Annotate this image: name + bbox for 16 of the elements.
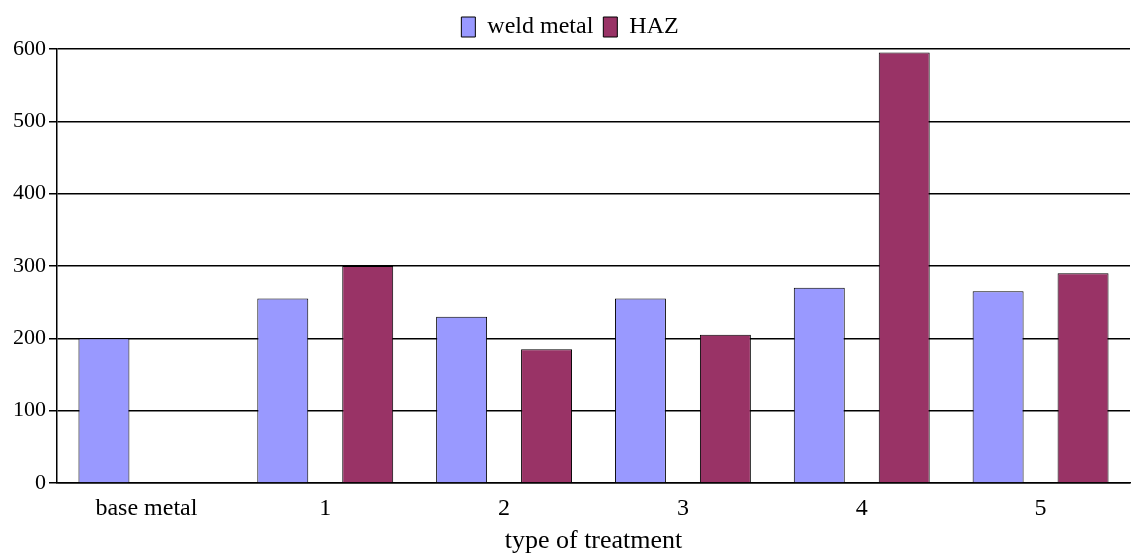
x-tick-label: 3 — [676, 493, 689, 520]
legend-label: HAZ — [629, 12, 679, 39]
x-tick-label: 5 — [1034, 493, 1047, 520]
y-tick-label: 600 — [13, 34, 46, 60]
legend-label: weld metal — [487, 12, 594, 39]
y-tick-label: 100 — [13, 396, 46, 422]
x-tick-label: 1 — [319, 493, 332, 520]
y-tick-label: 400 — [13, 179, 46, 205]
x-axis-title: type of treatment — [504, 525, 684, 555]
y-tick-label: 200 — [13, 324, 46, 350]
x-tick-label: 4 — [855, 493, 868, 520]
y-tick-label: 500 — [13, 107, 46, 133]
x-tick-label: base metal — [95, 493, 198, 520]
y-tick-label: 300 — [13, 251, 46, 277]
y-tick-label: 0 — [35, 468, 46, 494]
x-tick-label: 2 — [498, 493, 511, 520]
